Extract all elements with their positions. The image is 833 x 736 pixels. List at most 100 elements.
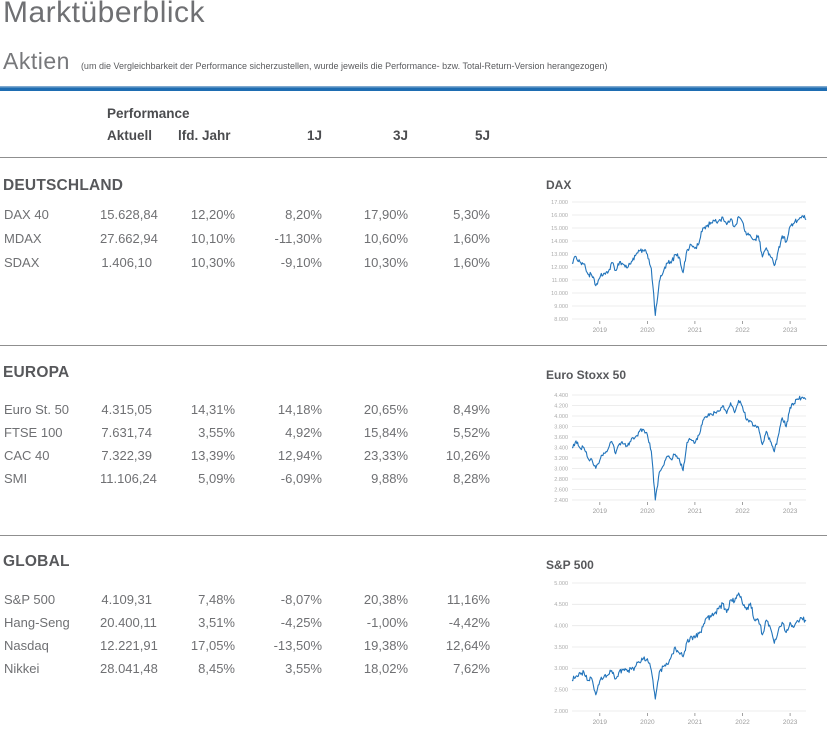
svg-text:2.000: 2.000 <box>554 709 568 715</box>
section-divider <box>0 157 827 158</box>
index-name: S&P 500 <box>4 592 56 607</box>
value-cell: 10,10% <box>190 230 235 246</box>
subheader: Aktien (um die Vergleichbarkeit der Perf… <box>3 48 608 75</box>
value-cell: 4.315,05 <box>101 402 152 417</box>
index-name: MDAX <box>4 230 42 246</box>
svg-text:2019: 2019 <box>593 327 608 334</box>
performance-group-header: Performance <box>107 106 190 121</box>
svg-text:2019: 2019 <box>593 508 608 515</box>
table-row: Euro St. 50 4.315,05 14,31% 14,18% 20,65% 8,4… <box>4 398 494 421</box>
value-cell: 15,84% <box>363 425 408 440</box>
value-cell: 10,30% <box>190 254 235 270</box>
column-header-spacer <box>4 128 100 143</box>
value-cell: 7.631,74 <box>101 425 152 440</box>
svg-text:4.000: 4.000 <box>554 624 568 630</box>
value-cell: 8,28% <box>453 471 490 486</box>
value-cell: -13,50% <box>273 638 322 653</box>
value-cell: 4,92% <box>285 425 322 440</box>
line-chart-canvas: 4.400 4.200 4.000 3.800 3.600 3.400 3.200 3.000… <box>554 393 807 515</box>
svg-text:2023: 2023 <box>783 719 798 726</box>
svg-text:3.500: 3.500 <box>554 645 568 651</box>
value-cell: 14,31% <box>190 402 235 417</box>
line-chart-canvas: 17.000 16.000 15.000 14.000 13.000 12.000 11.0… <box>551 200 807 334</box>
section-header-global: GLOBAL <box>3 553 70 570</box>
index-name: Nikkei <box>4 661 40 676</box>
svg-text:14.000: 14.000 <box>551 239 568 245</box>
value-cell: 23,33% <box>363 448 408 463</box>
column-header-3j: 3J <box>392 128 408 143</box>
table-row: SMI 11.106,24 5,09% -6,09% 9,88% 8,28% <box>4 467 494 490</box>
value-cell: 10,30% <box>363 254 408 270</box>
svg-text:8.000: 8.000 <box>554 317 568 323</box>
global-table: S&P 500 4.109,31 7,48% -8,07% 20,38% 11,16% Ha… <box>4 588 494 680</box>
svg-text:2.800: 2.800 <box>554 477 568 483</box>
value-cell: 12,64% <box>445 638 490 653</box>
line-chart-canvas: 5.000 4.500 4.000 3.500 3.000 2.500 2.000 2019 2… <box>554 581 807 726</box>
section-note: (um die Vergleichbarkeit der Performance… <box>80 61 608 71</box>
value-cell: -11,30% <box>274 230 322 246</box>
svg-text:10.000: 10.000 <box>551 291 568 297</box>
index-name: SDAX <box>4 254 40 270</box>
index-name: SMI <box>4 471 28 486</box>
value-cell: 15.628,84 <box>100 206 158 222</box>
svg-text:2021: 2021 <box>688 327 703 334</box>
svg-text:4.500: 4.500 <box>554 602 568 608</box>
svg-text:3.800: 3.800 <box>554 424 568 430</box>
value-cell: 3,55% <box>198 425 235 440</box>
price-line <box>571 215 807 316</box>
value-cell: 1,60% <box>453 254 490 270</box>
svg-text:17.000: 17.000 <box>551 200 568 206</box>
dax-chart-plot: 17.000 16.000 15.000 14.000 13.000 12.000 11.0… <box>545 197 811 340</box>
svg-text:4.200: 4.200 <box>554 403 568 409</box>
table-row: SDAX 1.406,10 10,30% -9,10% 10,30% 1,60% <box>4 250 494 274</box>
value-cell: 4.109,31 <box>101 592 152 607</box>
value-cell: -9,10% <box>280 254 322 270</box>
section-header-deutschland: DEUTSCHLAND <box>3 177 124 194</box>
svg-text:2020: 2020 <box>640 508 655 515</box>
europa-table: Euro St. 50 4.315,05 14,31% 14,18% 20,65% 8,4… <box>4 398 494 490</box>
value-cell: 18,02% <box>363 661 408 676</box>
section-divider <box>0 535 827 536</box>
column-header-1j: 1J <box>306 128 322 143</box>
value-cell: 13,39% <box>190 448 235 463</box>
column-header-aktuell: Aktuell <box>107 128 153 143</box>
index-name: DAX 40 <box>4 206 49 222</box>
svg-text:2.600: 2.600 <box>554 487 568 493</box>
value-cell: 5,30% <box>453 206 490 222</box>
sp500-chart-plot: 5.000 4.500 4.000 3.500 3.000 2.500 2.000 2019 2… <box>545 578 811 732</box>
svg-text:15.000: 15.000 <box>551 226 568 232</box>
value-cell: 17,05% <box>190 638 235 653</box>
value-cell: 11.106,24 <box>100 471 157 486</box>
svg-text:3.200: 3.200 <box>554 456 568 462</box>
svg-text:16.000: 16.000 <box>551 213 568 219</box>
value-cell: 19,38% <box>363 638 408 653</box>
value-cell: 3,55% <box>285 661 322 676</box>
table-row: Nasdaq 12.221,91 17,05% -13,50% 19,38% 12,64% <box>4 634 494 657</box>
table-row: DAX 40 15.628,84 12,20% 8,20% 17,90% 5,30% <box>4 202 494 226</box>
section-title-aktien: Aktien <box>3 48 70 74</box>
price-line <box>571 592 807 700</box>
table-row: MDAX 27.662,94 10,10% -11,30% 10,60% 1,60% <box>4 226 494 250</box>
value-cell: 8,49% <box>453 402 490 417</box>
svg-text:2.500: 2.500 <box>554 688 568 694</box>
value-cell: -8,07% <box>280 592 322 607</box>
value-cell: 8,45% <box>198 661 235 676</box>
value-cell: 7,48% <box>198 592 235 607</box>
value-cell: 5,52% <box>453 425 490 440</box>
svg-text:2022: 2022 <box>735 719 750 726</box>
index-name: Euro St. 50 <box>4 402 70 417</box>
value-cell: 27.662,94 <box>100 230 158 246</box>
svg-text:2022: 2022 <box>735 508 750 515</box>
value-cell: 12,20% <box>190 206 235 222</box>
table-row: CAC 40 7.322,39 13,39% 12,94% 23,33% 10,26% <box>4 444 494 467</box>
euro-stoxx-50-chart: Euro Stoxx 50 4.400 4.200 4.000 3.800 3.600 3… <box>545 368 830 515</box>
value-cell: 20.400,11 <box>100 615 157 630</box>
svg-text:3.400: 3.400 <box>554 445 568 451</box>
svg-text:2021: 2021 <box>688 719 703 726</box>
value-cell: 12.221,91 <box>100 638 158 653</box>
column-header-5j: 5J <box>474 128 490 143</box>
index-name: CAC 40 <box>4 448 50 463</box>
value-cell: 9,88% <box>371 471 408 486</box>
page-title: Marktüberblick <box>3 0 206 29</box>
